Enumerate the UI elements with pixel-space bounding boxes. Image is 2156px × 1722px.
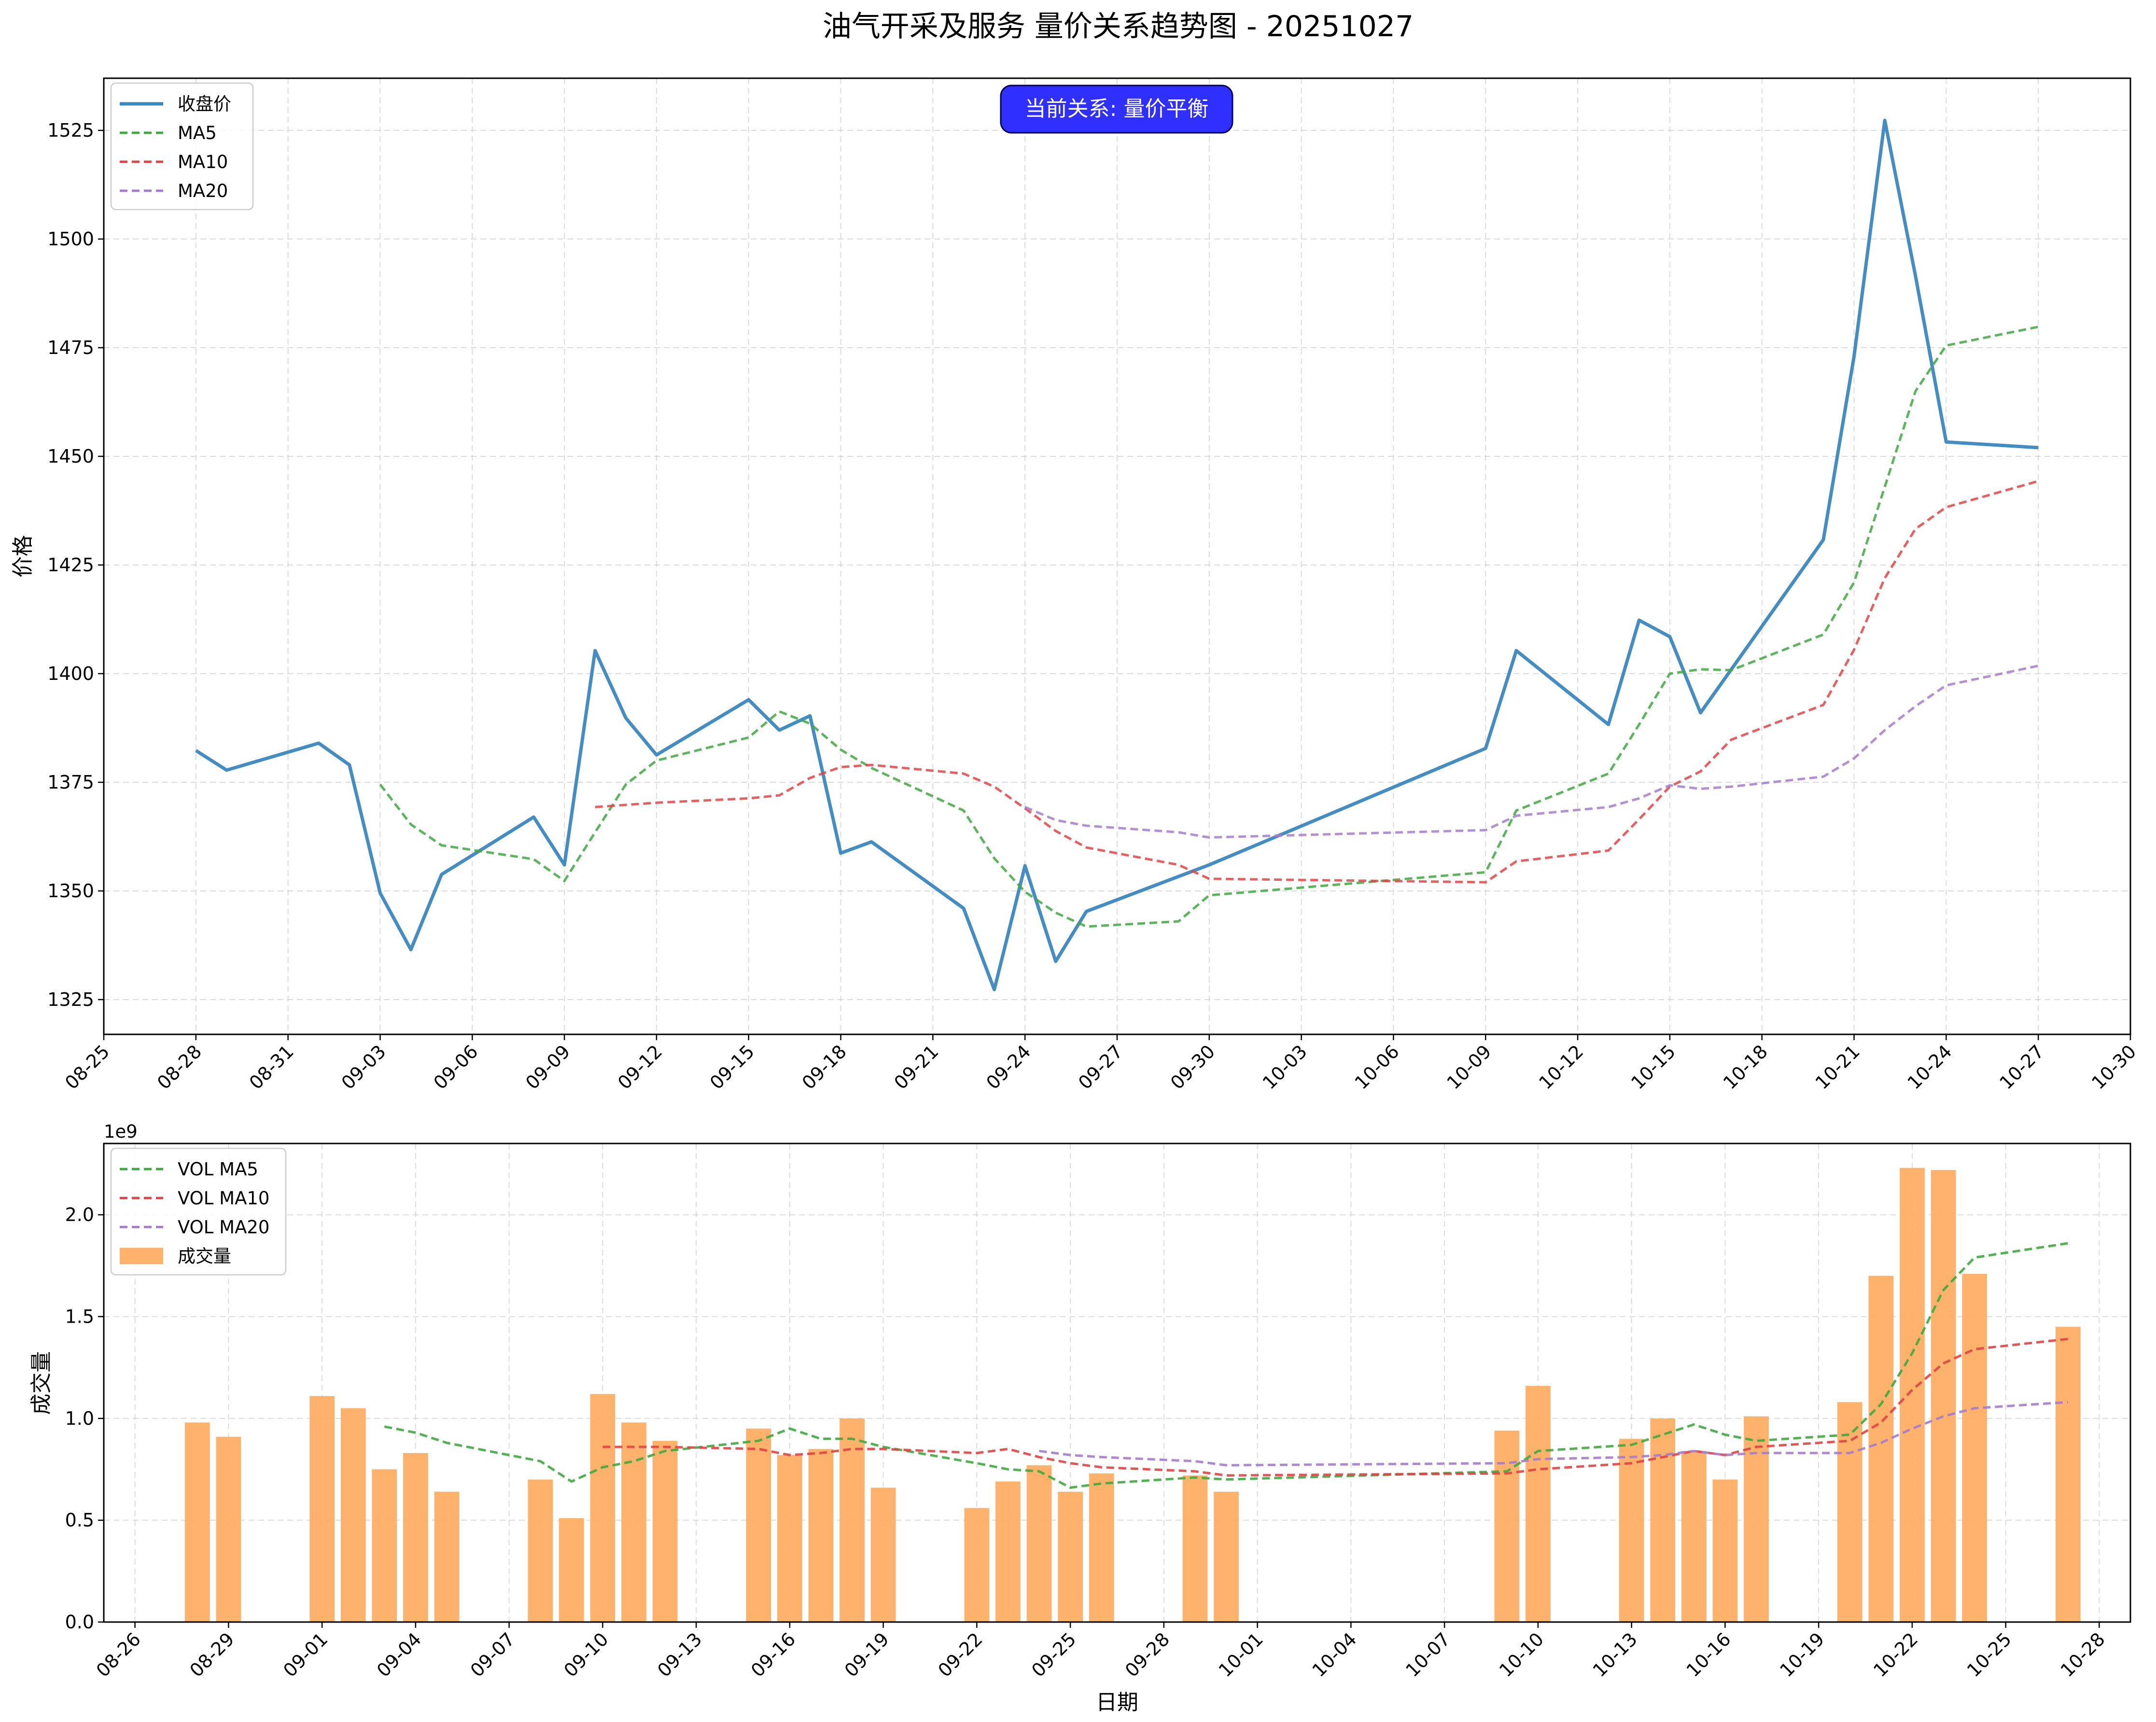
chart-title: 油气开采及服务 量价关系趋势图 - 20251027: [823, 10, 1414, 43]
volume-series-vol-ma5: [384, 1242, 2069, 1489]
price-y-ticks: 1325 1350 1375 1400 1425 1450 1475 1500 1525: [47, 120, 104, 1010]
volume-bar: [372, 1469, 397, 1622]
price-legend-items: 收盘价 MA5 MA10 MA20: [120, 94, 231, 201]
status-badge-box: [1000, 85, 1233, 134]
volume-bar: [870, 1487, 896, 1622]
volume-legend-label: 成交量: [178, 1246, 231, 1267]
price-legend-box: [110, 82, 254, 211]
volume-bar: [652, 1440, 678, 1622]
volume-series-vol-ma20: [1039, 1401, 2068, 1467]
volume-y-tick-label: 2.0: [65, 1204, 94, 1226]
volume-offset-label: 1e9: [104, 1121, 138, 1142]
volume-bar: [746, 1428, 771, 1622]
volume-bar: [808, 1449, 834, 1622]
status-badge-text: 当前关系: 量价平衡: [1025, 97, 1209, 121]
price-y-axis-title: 价格: [11, 535, 35, 578]
volume-bar: [1526, 1385, 1551, 1622]
volume-legend-label: VOL MA5: [178, 1159, 258, 1180]
volume-bar: [1058, 1492, 1083, 1622]
volume-bar: [590, 1394, 616, 1622]
price-grid: [103, 78, 2131, 1034]
volume-bar: [1494, 1430, 1520, 1622]
volume-bar: [1089, 1473, 1114, 1622]
volume-y-axis-title: 成交量: [29, 1351, 54, 1415]
volume-legend-label: VOL MA10: [178, 1188, 269, 1209]
price-legend: 收盘价 MA5 MA10 MA20: [110, 82, 254, 211]
volume-y-ticks: 0.0 0.5 1.0 1.5 2.0: [65, 1204, 104, 1633]
volume-bar: [777, 1455, 802, 1622]
volume-bar: [1182, 1475, 1208, 1622]
volume-plot-frame: [103, 1143, 2131, 1623]
price-y-tick-label: 1375: [47, 772, 94, 793]
price-series-close: [195, 118, 2039, 991]
volume-legend-label: VOL MA20: [178, 1217, 269, 1238]
price-y-tick-label: 1425: [47, 554, 94, 576]
volume-bar: [1868, 1276, 1894, 1622]
volume-y-tick-label: 1.5: [65, 1306, 94, 1327]
volume-legend-swatch: [120, 1248, 163, 1264]
volume-ma-lines: [384, 1242, 2069, 1489]
volume-bar: [1900, 1168, 1925, 1622]
volume-bar: [840, 1418, 865, 1622]
price-series-ma5: [379, 325, 2039, 928]
volume-legend: VOL MA5 VOL MA10 VOL MA20 成交量: [110, 1147, 287, 1276]
price-y-tick-label: 1450: [47, 446, 94, 467]
price-y-tick-label: 1475: [47, 337, 94, 358]
price-legend-label: MA10: [178, 152, 228, 172]
volume-y-tick-label: 0.5: [65, 1510, 94, 1531]
volume-bar: [184, 1422, 210, 1622]
volume-x-axis-title: 日期: [1096, 1690, 1138, 1715]
volume-panel: 0.00.51.01.52.0 08-26 08-29 09-01 09-04 09-0…: [29, 1121, 2131, 1715]
volume-bar: [1931, 1170, 1956, 1622]
volume-bar: [216, 1437, 241, 1622]
price-y-tick-label: 1325: [47, 989, 94, 1010]
volume-bar: [309, 1396, 335, 1622]
price-y-tick-label: 1350: [47, 880, 94, 902]
volume-bar: [559, 1518, 584, 1622]
volume-y-tick-label: 1.0: [65, 1408, 94, 1429]
volume-bar: [2056, 1327, 2081, 1622]
volume-legend-items: VOL MA5 VOL MA10 VOL MA20 成交量: [120, 1159, 269, 1267]
price-y-tick-label: 1525: [47, 120, 94, 141]
price-y-tick-label: 1400: [47, 663, 94, 684]
volume-bar: [964, 1508, 990, 1622]
volume-bars: [184, 1168, 2081, 1622]
price-series-ma10: [595, 480, 2039, 884]
volume-bar: [1962, 1273, 1987, 1622]
volume-bar: [995, 1482, 1021, 1622]
price-lines: [195, 118, 2039, 991]
volume-bar: [1681, 1451, 1707, 1622]
volume-bar: [434, 1492, 460, 1622]
volume-bar: [1744, 1416, 1769, 1622]
status-badge: 当前关系: 量价平衡: [1000, 85, 1233, 134]
volume-bar: [1214, 1492, 1239, 1622]
volume-y-tick-label: 0.0: [65, 1611, 94, 1633]
volume-bar: [403, 1453, 428, 1622]
price-legend-label: MA20: [178, 181, 228, 201]
volume-bar: [1619, 1439, 1644, 1622]
price-legend-label: MA5: [178, 123, 217, 143]
volume-bar: [528, 1479, 553, 1622]
price-legend-label: 收盘价: [178, 94, 231, 114]
volume-bar: [1712, 1479, 1738, 1622]
price-y-tick-label: 1500: [47, 228, 94, 250]
volume-bar: [340, 1408, 366, 1622]
volume-bar: [1026, 1465, 1052, 1622]
volume-bar: [1650, 1418, 1676, 1622]
volume-series-vol-ma10: [602, 1338, 2069, 1477]
volume-bar: [621, 1422, 646, 1622]
price-series-ma20: [1024, 664, 2039, 839]
volume-bar: [1837, 1402, 1862, 1622]
volume-legend-box: [110, 1147, 287, 1276]
